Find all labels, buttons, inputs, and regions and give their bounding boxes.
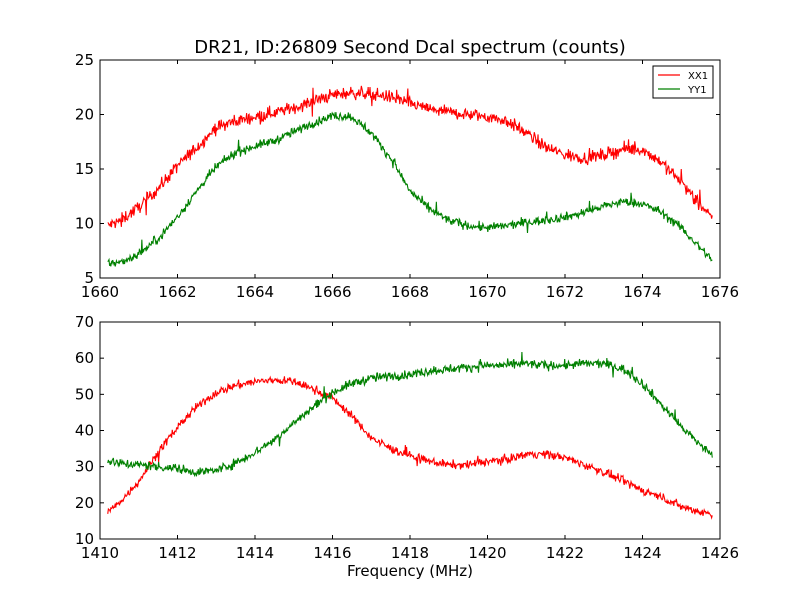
y-tick-label: 10: [75, 530, 94, 548]
plot-frame: [99, 321, 721, 540]
x-tick-label: 1668: [391, 283, 429, 301]
series-line-xx1-panel-1: [107, 85, 713, 229]
plot-frame: [99, 59, 721, 279]
x-tick-label: 1426: [701, 544, 739, 562]
chart-title: DR21, ID:26809 Second Dcal spectrum (cou…: [194, 37, 626, 58]
y-tick-label: 15: [75, 160, 94, 178]
x-tick-label: 1666: [313, 283, 351, 301]
x-tick-label: 1670: [468, 283, 506, 301]
x-tick-label: 1412: [158, 544, 196, 562]
x-tick-label: 1672: [546, 283, 584, 301]
x-tick-label: 1676: [701, 283, 739, 301]
x-tick-label: 1418: [391, 544, 429, 562]
y-tick-label: 5: [84, 269, 94, 287]
series-line-xx1-panel-2: [107, 375, 713, 520]
legend-label-yy1: YY1: [687, 85, 707, 96]
top-panel: 1660 1662 1664 1666 1668 1670 1672 1674 1676 5 10 1…: [75, 51, 739, 301]
x-tick-label: 1420: [468, 544, 506, 562]
y-tick-label: 70: [75, 313, 94, 331]
y-tick-label: 25: [75, 51, 94, 69]
x-tick-label: 1414: [236, 544, 274, 562]
x-tick-label: 1416: [313, 544, 351, 562]
y-tick-label: 20: [75, 494, 94, 512]
legend-box: [652, 65, 714, 99]
x-axis-label: Frequency (MHz): [347, 562, 473, 580]
bottom-panel: 1410 1412 1414 1416 1418 1420 1422 1424 1426 10 20…: [75, 313, 739, 580]
y-tick-label: 40: [75, 422, 94, 440]
x-tick-label: 1662: [158, 283, 196, 301]
x-tick-label: 1422: [546, 544, 584, 562]
y-tick-label: 60: [75, 349, 94, 367]
legend-label-xx1: XX1: [688, 71, 708, 82]
series-line-yy1-panel-1: [107, 111, 713, 267]
x-tick-label: 1660: [81, 283, 119, 301]
y-tick-label: 50: [75, 385, 94, 403]
x-tick-label: 1664: [236, 283, 274, 301]
y-tick-label: 30: [75, 458, 94, 476]
y-tick-label: 20: [75, 106, 94, 124]
x-tick-label: 1674: [623, 283, 661, 301]
x-tick-label: 1424: [623, 544, 661, 562]
y-tick-label: 10: [75, 215, 94, 233]
x-tick-label: 1410: [81, 544, 119, 562]
series-line-yy1-panel-2: [107, 351, 713, 478]
